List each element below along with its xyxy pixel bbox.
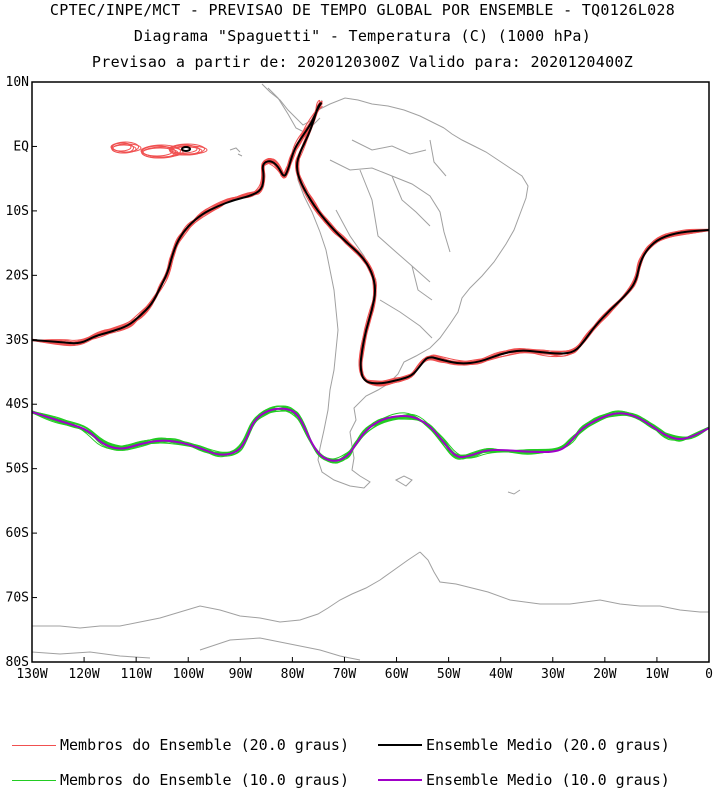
- lon-tick-label: 10W: [645, 667, 669, 682]
- mean-contour-10: [32, 407, 709, 462]
- lon-tick-label: 0: [705, 667, 713, 682]
- lon-tick-label: 60W: [385, 667, 409, 682]
- lon-tick-label: 40W: [489, 667, 513, 682]
- map-frame: [31, 81, 710, 663]
- caribbean-coast: [317, 97, 445, 129]
- lon-tick-label: 100W: [173, 667, 204, 682]
- title-line-1: CPTEC/INPE/MCT - PREVISAO DE TEMPO GLOBA…: [49, 1, 676, 19]
- country-borders: [329, 139, 451, 339]
- member-contour-20-closed: [111, 144, 137, 154]
- basemap-coastlines: [32, 83, 709, 661]
- lon-tick-label: 110W: [120, 667, 151, 682]
- galapagos-islands: [229, 147, 243, 157]
- lon-tick-label: 70W: [333, 667, 357, 682]
- legend-item-mean-10: Ensemble Medio (10.0 graus): [378, 769, 670, 791]
- antarctic-coast: [32, 551, 421, 629]
- lat-tick-label: 60S: [6, 526, 29, 541]
- lon-tick-label: 50W: [437, 667, 461, 682]
- lon-tick-label: 30W: [541, 667, 565, 682]
- member-contour-10: [32, 405, 709, 463]
- legend-item-members-10: Membros do Ensemble (10.0 graus): [12, 769, 349, 791]
- member-contour-20: [32, 100, 709, 387]
- lon-tick-label: 80W: [281, 667, 305, 682]
- legend-swatch-members-20: [12, 744, 56, 746]
- lat-tick-label: 80S: [6, 655, 29, 670]
- member-contour-20-closed: [112, 143, 142, 153]
- south-america-coast: [295, 109, 529, 489]
- lat-tick-label: EQ: [13, 139, 29, 154]
- falkland-islands: [394, 475, 413, 487]
- member-contour-20-closed: [170, 145, 208, 155]
- antarctic-islands: [32, 637, 361, 661]
- antarctic-coast-east: [419, 551, 709, 613]
- lat-tick-label: 40S: [6, 397, 29, 412]
- member-contour-20: [32, 102, 709, 386]
- member-contour-20: [32, 103, 709, 385]
- member-contour-20: [32, 102, 709, 383]
- legend-swatch-mean-20: [378, 744, 422, 746]
- member-contour-20: [32, 103, 709, 383]
- title-line-3: Previsao a partir de: 2020120300Z Valido…: [91, 53, 634, 71]
- legend-item-mean-20: Ensemble Medio (20.0 graus): [378, 734, 670, 756]
- member-contour-20-closed: [142, 146, 184, 158]
- lat-tick-label: 10S: [6, 204, 29, 219]
- lat-tick-label: 50S: [6, 462, 29, 477]
- legend-label-members-10: Membros do Ensemble (10.0 graus): [60, 771, 349, 789]
- lat-tick-label: 30S: [6, 333, 29, 348]
- lat-tick-label: 10N: [6, 75, 29, 90]
- legend-swatch-members-10: [12, 779, 56, 781]
- lon-tick-label: 130W: [16, 667, 47, 682]
- south-georgia: [507, 489, 521, 495]
- legend-swatch-mean-10: [378, 779, 422, 781]
- lon-tick-label: 120W: [68, 667, 99, 682]
- lat-tick-label: 20S: [6, 268, 29, 283]
- lon-tick-label: 20W: [593, 667, 617, 682]
- lon-tick-label: 90W: [229, 667, 253, 682]
- legend-item-members-20: Membros do Ensemble (20.0 graus): [12, 734, 349, 756]
- mean-contour-20-closed: [181, 146, 191, 152]
- legend-label-mean-10: Ensemble Medio (10.0 graus): [426, 771, 670, 789]
- member-contour-20: [32, 103, 709, 384]
- member-contour-10: [32, 410, 709, 463]
- member-contour-10: [32, 409, 709, 464]
- legend-label-members-20: Membros do Ensemble (20.0 graus): [60, 736, 349, 754]
- member-contour-10: [32, 410, 709, 462]
- legend-label-mean-20: Ensemble Medio (20.0 graus): [426, 736, 670, 754]
- lat-tick-label: 70S: [6, 591, 29, 606]
- mean-contour-20: [32, 102, 709, 385]
- title-line-2: Diagrama "Spaguetti" - Temperatura (C) (…: [133, 27, 592, 45]
